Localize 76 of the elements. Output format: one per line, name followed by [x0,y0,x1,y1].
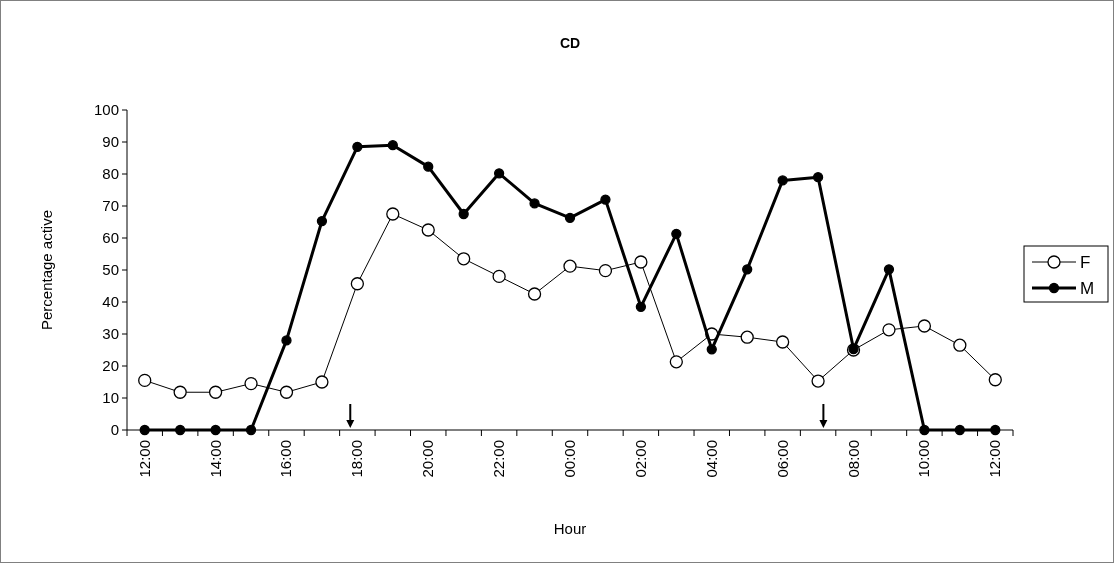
point [811,374,825,388]
x-tick-label: 18:00 [348,440,366,478]
point [493,168,505,179]
point [350,277,365,291]
point [919,424,930,436]
x-tick-label: 10:00 [915,440,933,478]
point [387,140,398,151]
point [352,141,363,152]
y-tick-label: 80 [102,165,119,182]
x-tick-label: 06:00 [773,440,791,478]
point [953,338,967,352]
point [883,264,895,275]
point [386,207,400,221]
x-tick-label: 20:00 [419,440,437,478]
point [564,212,576,223]
point [740,330,754,344]
y-tick-label: 0 [110,421,119,438]
point [281,335,292,346]
point [527,287,542,301]
point [316,215,328,227]
x-tick-label: 16:00 [277,440,295,478]
point [775,335,790,349]
point [492,269,506,284]
point [208,385,223,399]
point [529,198,540,209]
y-tick-label: 30 [102,325,119,342]
legend-label: M [1080,279,1095,298]
x-tick-label: 12:00 [135,440,153,478]
x-tick-label: 14:00 [206,440,224,478]
y-tick-label: 100 [93,101,119,118]
x-tick-label: 22:00 [490,440,508,478]
chart-title: CD [559,35,581,51]
point [245,424,257,436]
x-axis-title: Hour [553,520,587,537]
point [954,424,965,436]
point [421,223,435,237]
legend-label: F [1080,253,1091,272]
point [988,373,1002,387]
y-tick-label: 10 [102,389,119,406]
x-tick-label: 04:00 [702,440,720,478]
point [598,263,613,278]
y-tick-label: 90 [102,133,119,150]
point [423,161,434,172]
y-axis-title: Percentage active [38,209,55,331]
y-tick-label: 40 [102,293,119,310]
point [777,175,788,186]
point [882,323,896,337]
y-tick-label: 50 [102,261,119,278]
point [138,373,152,388]
point [669,355,683,369]
point [706,344,717,355]
y-tick-label: 60 [102,229,119,246]
point [990,424,1001,436]
x-tick-label: 12:00 [986,440,1004,478]
point [173,385,187,399]
point [671,228,682,239]
point [634,255,648,269]
point [175,424,186,436]
x-tick-label: 08:00 [844,440,862,478]
point [600,194,611,205]
point [742,264,753,275]
point [139,424,150,436]
point [279,385,294,399]
point [563,259,577,273]
y-tick-label: 70 [102,197,119,214]
point [210,424,221,436]
point [244,376,258,391]
point [458,208,469,220]
x-tick-label: 02:00 [631,440,649,478]
point [457,252,471,266]
y-tick-label: 20 [102,357,119,374]
point [315,375,329,389]
point [917,319,932,333]
x-tick-label: 00:00 [561,440,578,478]
point [812,172,824,183]
point [635,301,647,312]
